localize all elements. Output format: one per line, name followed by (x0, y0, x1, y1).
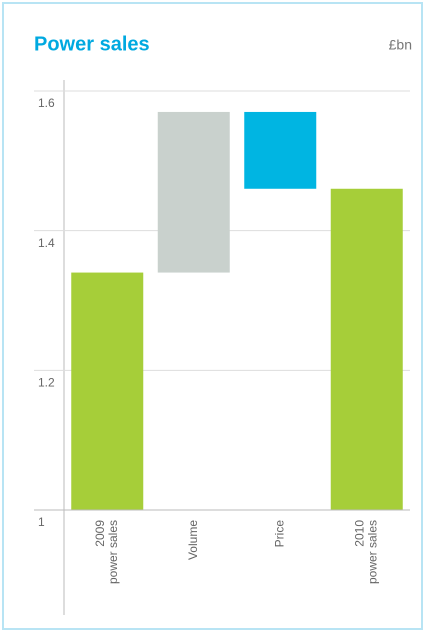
y-tick-label: 1.4 (38, 236, 55, 250)
unit-label: £bn (389, 37, 412, 53)
x-tick-label: power sales (365, 520, 379, 584)
y-tick-label: 1.6 (38, 96, 55, 110)
x-tick-label: Volume (186, 520, 200, 560)
x-tick-label: 2009 (93, 520, 107, 547)
bar (330, 188, 403, 510)
bar (244, 111, 317, 189)
x-tick-label: power sales (106, 520, 120, 584)
x-tick-label: Price (272, 520, 286, 548)
bar (71, 272, 144, 510)
y-tick-label: 1 (38, 515, 45, 529)
y-tick-label: 1.2 (38, 376, 55, 390)
x-tick-label: 2010 (352, 520, 366, 547)
bar (157, 111, 230, 273)
chart-title: Power sales (34, 33, 150, 55)
